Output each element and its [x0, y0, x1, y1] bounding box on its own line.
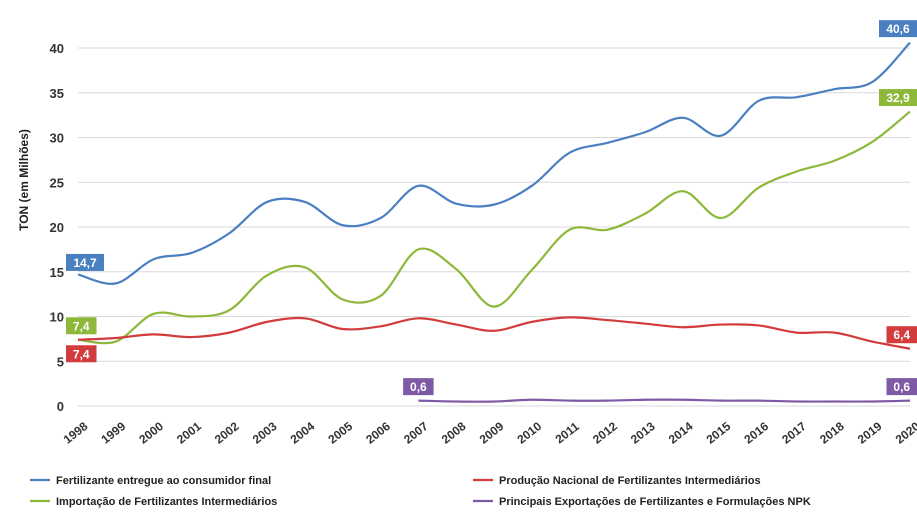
- legend-entry-3: Principais Exportações de Fertilizantes …: [499, 496, 811, 508]
- y-tick-25: 25: [50, 175, 64, 190]
- x-tick-2011: 2011: [553, 419, 582, 446]
- x-tick-2012: 2012: [590, 419, 620, 447]
- data-label-box-3-22: [886, 378, 917, 396]
- data-label-0-0: 14,7: [73, 256, 97, 270]
- x-tick-2006: 2006: [363, 419, 393, 447]
- x-tick-2020: 2020: [893, 419, 917, 447]
- x-tick-1999: 1999: [99, 419, 129, 447]
- legend-entry-2: Produção Nacional de Fertilizantes Inter…: [499, 475, 761, 487]
- x-tick-2016: 2016: [741, 419, 771, 447]
- x-tick-1998: 1998: [61, 419, 91, 447]
- x-tick-2014: 2014: [666, 419, 696, 447]
- x-tick-2017: 2017: [779, 419, 809, 447]
- x-tick-2018: 2018: [817, 419, 847, 447]
- series-line-1: [77, 110, 911, 345]
- legend-entry-1: Importação de Fertilizantes Intermediári…: [56, 496, 277, 508]
- x-tick-2015: 2015: [704, 419, 734, 447]
- x-tick-2019: 2019: [855, 419, 885, 447]
- legend-entry-0: Fertilizante entregue ao consumidor fina…: [56, 475, 271, 487]
- x-tick-2004: 2004: [288, 419, 318, 447]
- data-label-box-1-0: [66, 317, 97, 335]
- y-tick-10: 10: [50, 310, 64, 325]
- data-label-3-22: 0,6: [893, 380, 910, 394]
- x-tick-2002: 2002: [212, 419, 242, 447]
- x-tick-2013: 2013: [628, 419, 658, 447]
- x-tick-2003: 2003: [250, 419, 280, 447]
- data-label-box-0-0: [66, 253, 104, 271]
- data-label-box-3-9: [403, 378, 434, 396]
- series-lines: [77, 41, 911, 403]
- x-tick-2001: 2001: [174, 419, 204, 447]
- y-tick-0: 0: [57, 399, 64, 414]
- data-label-box-1-22: [879, 89, 917, 107]
- data-label-box-2-22: [886, 326, 917, 344]
- x-tick-2008: 2008: [439, 419, 469, 447]
- data-label-box-0-22: [879, 20, 917, 38]
- data-label-1-22: 32,9: [886, 91, 910, 105]
- series-line-2: [77, 316, 911, 350]
- data-label-0-22: 40,6: [886, 22, 910, 36]
- y-tick-40: 40: [50, 41, 64, 56]
- series-line-3: [418, 398, 911, 403]
- x-tick-2009: 2009: [477, 419, 507, 447]
- y-tick-20: 20: [50, 220, 64, 235]
- data-label-box-2-0: [66, 345, 97, 363]
- legend: Fertilizante entregue ao consumidor fina…: [30, 475, 811, 508]
- data-labels: 14,7 40,6 7,4 32,9 7,4 6,4 0,6 0,6: [66, 20, 917, 396]
- x-tick-2010: 2010: [515, 419, 545, 447]
- y-tick-15: 15: [50, 265, 64, 280]
- data-label-1-0: 7,4: [73, 319, 90, 333]
- x-tick-labels: 1998 1999 2000 2001 2002 2003 2004 2005 2006 2007…: [61, 419, 917, 447]
- y-tick-5: 5: [57, 354, 64, 369]
- data-label-2-0: 7,4: [73, 347, 90, 361]
- y-tick-35: 35: [50, 86, 64, 101]
- x-tick-2005: 2005: [325, 419, 355, 447]
- y-tick-labels: 0 5 10 15 20 25 30 35 40: [50, 41, 64, 414]
- data-label-3-9: 0,6: [410, 380, 427, 394]
- x-tick-2000: 2000: [136, 419, 166, 447]
- y-tick-30: 30: [50, 131, 64, 146]
- data-label-2-22: 6,4: [893, 328, 910, 342]
- y-axis-label: TON (em Milhões): [17, 129, 31, 231]
- x-tick-2007: 2007: [401, 419, 431, 447]
- gridlines: [78, 47, 910, 407]
- series-line-0: [77, 41, 911, 285]
